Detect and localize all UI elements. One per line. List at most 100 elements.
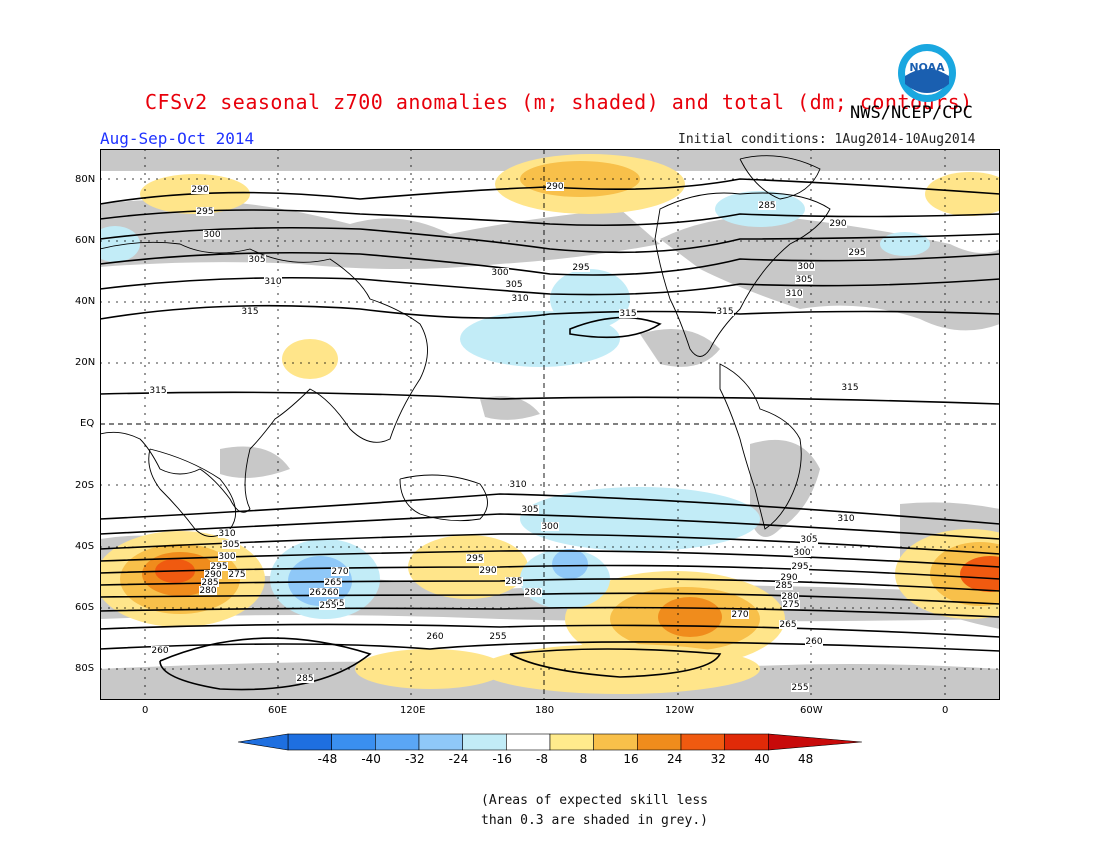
contour-label-bg [505,280,523,289]
lat-label-20s: 20S [75,480,95,491]
colorbar-cell [331,733,376,751]
colorbar-label: -16 [492,752,512,766]
contour-label: 290 [546,182,563,192]
contour-label: 265 [324,578,341,588]
colorbar-label: 24 [667,752,683,766]
contour-label-bg [521,505,539,514]
contour-label: 300 [491,268,508,278]
contour-label: 310 [785,289,802,299]
contour-label-bg [848,248,866,257]
contour-label-bg [201,578,219,587]
contour-label-bg [149,386,167,395]
colorbar-cell [593,733,638,751]
contour-label: 285 [505,577,522,587]
contour-label: 260 [309,588,326,598]
contour-label-bg [218,552,236,561]
contour-label-bg [331,567,349,576]
contour-label: 310 [511,294,528,304]
contour-label-bg [793,548,811,557]
contour-label-bg [196,207,214,216]
contour-label: 310 [218,529,235,539]
contour-label-bg [511,294,529,303]
contour-label-bg [309,588,327,597]
lon-label-120e: 120E [400,705,426,716]
lat-label-eq: EQ [80,418,95,429]
contour-label: 285 [296,674,313,684]
contour-label: 305 [795,275,812,285]
contour-label: 260 [151,646,168,656]
contour-label: 290 [829,219,846,229]
contour-label: 255 [319,601,336,611]
colorbar-cell [462,733,507,751]
contour-label: 255 [791,683,808,693]
contour-label: 260 [426,632,443,642]
contour-label: 310 [264,277,281,287]
contour-label-bg [228,570,246,579]
colorbar-label: 16 [623,752,639,766]
graticule [100,149,1000,700]
contour-label-bg [479,566,497,575]
contour-label: 315 [619,309,636,319]
contour-label: 290 [191,185,208,195]
contour-label: 275 [782,600,799,610]
contour-label-bg [572,263,590,272]
lat-label-60s: 60S [75,602,95,613]
contour-label-bg [781,592,799,601]
colorbar-cell [637,733,682,751]
colorbar-label: -8 [536,752,548,766]
contour-label-bg [791,562,809,571]
contour-label-bg [204,570,222,579]
contour-label: 280 [199,586,216,596]
contour-label: 300 [203,230,220,240]
colorbar-label: 8 [579,752,588,766]
colorbar-cell [375,733,420,751]
colorbar-cell [506,733,551,751]
lat-label-60n: 60N [75,235,96,246]
contour-label-bg [716,307,734,316]
contour-label: 270 [731,610,748,620]
colorbar-cell [680,733,725,751]
colorbar-cell [418,733,463,751]
lat-label-80s: 80S [75,663,95,674]
contour-label: 315 [716,307,733,317]
skill-note-line1: (Areas of expected skill less [481,793,708,808]
contour-label: 300 [793,548,810,558]
contour-label-bg [191,185,209,194]
contour-label: 285 [758,201,775,211]
contour-label-bg [795,275,813,284]
contour-label: 290 [780,573,797,583]
contour-label-bg [758,201,776,210]
contour-label-bg [524,588,542,597]
contour-label-bg [210,562,228,571]
lon-label-60e: 60E [268,705,288,716]
initial-conditions: Initial conditions: 1Aug2014-10Aug2014 [678,132,976,147]
contour-label: 285 [775,581,792,591]
contour-label-bg [324,578,342,587]
map-frame [100,149,1000,700]
contour-label-bg [541,522,559,531]
contour-label: 295 [210,562,227,572]
coastlines [100,155,831,537]
contour-label-bg [321,588,339,597]
contour-label: 260 [321,588,338,598]
contour-label: 295 [848,248,865,258]
lon-label-0: 0 [142,705,149,716]
contour-label-bg [731,610,749,619]
contour-label-bg [805,637,823,646]
colorbar-cell [724,733,769,751]
contour-label-bg [791,683,809,692]
map-title: CFSv2 seasonal z700 anomalies (m; shaded… [145,90,973,114]
colorbar [238,733,862,751]
contour-label-bg [779,620,797,629]
contour-label-bg [296,674,314,683]
contour-label: 305 [800,535,817,545]
contour-label: 300 [797,262,814,272]
contour-label-bg [264,277,282,286]
colorbar-label: -40 [361,752,381,766]
noaa-logo-text: NOAA [909,61,945,74]
lat-label-20n: 20N [75,357,96,368]
lon-label-60w: 60W [800,705,823,716]
contour-label-bg [829,219,847,228]
contour-label: 310 [509,480,526,490]
lat-label-80n: 80N [75,174,96,185]
